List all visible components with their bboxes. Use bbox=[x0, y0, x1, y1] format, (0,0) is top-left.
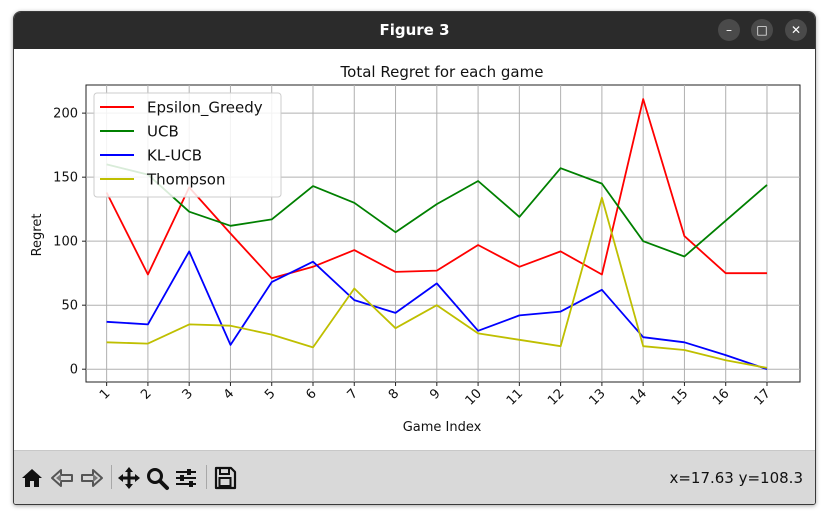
cursor-coordinates: x=17.63 y=108.3 bbox=[669, 469, 803, 487]
series-line-thompson bbox=[106, 196, 768, 369]
x-tick-label: 7 bbox=[345, 386, 361, 402]
x-tick-label: 12 bbox=[545, 386, 567, 408]
x-tick-label: 10 bbox=[463, 386, 485, 408]
legend-label-thompson: Thompson bbox=[146, 171, 225, 189]
legend: Epsilon_Greedy UCB KL-UCB Thompson bbox=[93, 92, 282, 198]
series-line-epsilon-greedy bbox=[105, 98, 767, 280]
x-axis-label: Game Index bbox=[403, 420, 482, 435]
configure-subplots-icon[interactable] bbox=[172, 464, 200, 492]
x-tick-label: 11 bbox=[504, 386, 526, 408]
toolbar-separator bbox=[111, 465, 112, 489]
title-bar[interactable]: Figure 3 – □ ✕ bbox=[14, 12, 815, 49]
x-tick-label: 6 bbox=[303, 386, 319, 402]
y-axis-label: Regret bbox=[30, 214, 45, 257]
x-tick-label: 4 bbox=[221, 386, 237, 402]
series-line-kl-ucb bbox=[106, 250, 768, 371]
y-tick-label: 200 bbox=[53, 107, 78, 122]
x-tick-label: 16 bbox=[710, 386, 732, 408]
legend-label-epsilon-greedy: Epsilon_Greedy bbox=[147, 99, 263, 118]
zoom-icon[interactable] bbox=[143, 464, 171, 492]
chart-title: Total Regret for each game bbox=[340, 63, 544, 81]
x-tick-label: 17 bbox=[752, 386, 774, 408]
series-lines bbox=[105, 98, 768, 371]
home-icon[interactable] bbox=[18, 464, 46, 492]
x-tick-label: 8 bbox=[386, 386, 402, 402]
series-line-ucb bbox=[106, 163, 768, 258]
x-tick-label: 15 bbox=[669, 386, 691, 408]
x-tick-label: 14 bbox=[628, 386, 650, 408]
toolbar-separator bbox=[206, 465, 207, 489]
legend-label-ucb: UCB bbox=[147, 123, 179, 141]
legend-box bbox=[93, 92, 282, 198]
y-tick-label: 50 bbox=[61, 299, 78, 314]
x-tick-label: 5 bbox=[262, 386, 278, 402]
pan-icon[interactable] bbox=[115, 464, 143, 492]
close-button[interactable]: ✕ bbox=[785, 19, 807, 41]
maximize-button[interactable]: □ bbox=[751, 19, 773, 41]
x-tick-label: 1 bbox=[97, 386, 113, 402]
x-tick-label: 2 bbox=[138, 386, 154, 402]
x-tick-label: 13 bbox=[586, 386, 608, 408]
back-icon[interactable] bbox=[48, 464, 76, 492]
figure-window: Figure 3 – □ ✕ Total Regret for each gam… bbox=[13, 11, 816, 505]
figure-canvas[interactable]: Total Regret for each game 0 50 100 150 200 … bbox=[14, 49, 815, 450]
save-icon[interactable] bbox=[211, 464, 239, 492]
x-axis-ticks: 1 2 3 4 5 6 7 8 9 10 11 12 13 14 15 16 17 bbox=[97, 382, 774, 409]
y-tick-label: 100 bbox=[53, 235, 78, 250]
x-tick-label: 3 bbox=[180, 386, 196, 402]
line-chart[interactable]: Total Regret for each game 050100150200 … bbox=[14, 49, 815, 450]
navigation-toolbar: x=17.63 y=108.3 bbox=[14, 450, 815, 504]
legend-label-kl-ucb: KL-UCB bbox=[147, 147, 202, 165]
y-tick-label: 150 bbox=[53, 171, 78, 186]
x-tick-label: 9 bbox=[427, 386, 443, 402]
window-title: Figure 3 bbox=[379, 21, 450, 39]
minimize-button[interactable]: – bbox=[718, 19, 740, 41]
forward-icon[interactable] bbox=[78, 464, 106, 492]
y-tick-label: 0 bbox=[70, 363, 78, 378]
y-axis-ticks: 0 50 100 150 200 bbox=[53, 107, 86, 378]
